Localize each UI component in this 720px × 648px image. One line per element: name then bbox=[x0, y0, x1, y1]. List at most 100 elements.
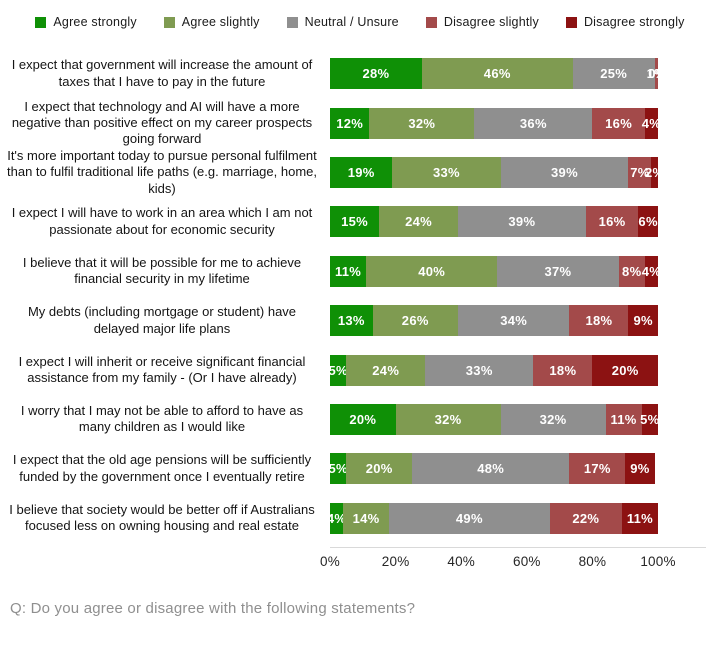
bar-segment-label: 18% bbox=[585, 313, 613, 329]
bar-segment: 7% bbox=[628, 156, 652, 188]
row-bar: 28% 46% 25% 1%0% bbox=[330, 58, 658, 90]
bar-segment-label: 1% bbox=[646, 66, 658, 82]
x-axis: 0% 20% 40% 60% 80% 100% bbox=[320, 543, 706, 573]
bar-segment-label: 20% bbox=[365, 461, 393, 477]
row-bar: 20% 32% 32% 11% 5% bbox=[330, 403, 658, 435]
bar-segment-label: 11% bbox=[610, 411, 637, 427]
bar-segment-label: 2% bbox=[644, 164, 658, 180]
bar-segment: 18% bbox=[533, 354, 593, 386]
row-bar: 15% 24% 39% 16% 6% bbox=[330, 206, 658, 238]
bar-segment: 11% bbox=[605, 403, 642, 435]
chart-row: I worry that I may not be able to afford… bbox=[0, 395, 720, 444]
bar-segment: 25% bbox=[572, 58, 655, 90]
x-axis-tick: 20% bbox=[381, 553, 410, 569]
bar-segment-label: 4% bbox=[330, 510, 347, 526]
bar-segment: 24% bbox=[379, 206, 458, 238]
bar-segment-label: 19% bbox=[347, 164, 375, 180]
bar-segment-label: 24% bbox=[372, 362, 400, 378]
bar-segment-label: 15% bbox=[341, 214, 369, 230]
bar-segment-label: 36% bbox=[519, 115, 547, 131]
legend-label: Disagree slightly bbox=[443, 15, 539, 29]
bar-segment: 5% bbox=[330, 354, 348, 386]
x-axis-tick: 40% bbox=[447, 553, 475, 569]
bar-segment: 48% bbox=[411, 453, 570, 485]
bar-segment: 13% bbox=[330, 305, 373, 337]
legend-label: Neutral / Unsure bbox=[304, 15, 399, 29]
legend: Agree strongly Agree slightly Neutral / Un… bbox=[0, 12, 720, 32]
bar-segment-label: 11% bbox=[626, 510, 654, 526]
bar-segment-label: 9% bbox=[633, 313, 653, 329]
bar-segment: 11% bbox=[330, 255, 367, 287]
bar-segment-label: 8% bbox=[622, 263, 642, 279]
row-bar: 11% 40% 37% 8%4% bbox=[330, 255, 658, 287]
bar-segment-label: 33% bbox=[432, 164, 460, 180]
legend-item: Agree slightly bbox=[163, 15, 260, 29]
bar-segment-label: 26% bbox=[401, 313, 429, 329]
bar-segment-label: 5% bbox=[330, 362, 348, 378]
bar-segment: 4% bbox=[330, 502, 347, 534]
chart-row: I expect I will have to work in an area … bbox=[0, 197, 720, 246]
bar-segment: 17% bbox=[569, 453, 626, 485]
bar-segment: 6% bbox=[638, 206, 658, 238]
bar-segment: 5% bbox=[330, 453, 348, 485]
bar-segment: 46% bbox=[421, 58, 573, 90]
legend-swatch bbox=[35, 16, 47, 28]
row-bar: 19% 33% 39% 7%2% bbox=[330, 156, 658, 188]
legend-label: Disagree strongly bbox=[583, 15, 685, 29]
chart-row: My debts (including mortgage or student)… bbox=[0, 296, 720, 345]
bar-segment: 18% bbox=[569, 305, 629, 337]
bar-segment-label: 37% bbox=[544, 263, 572, 279]
bar-segment: 33% bbox=[392, 156, 501, 188]
bar-segment-label: 11% bbox=[334, 263, 362, 279]
bar-segment: 32% bbox=[369, 107, 475, 139]
row-bar: 12% 32% 36% 16% 4% bbox=[330, 107, 658, 139]
row-label: I expect I will inherit or receive signi… bbox=[18, 353, 306, 386]
bar-segment-label: 32% bbox=[539, 411, 567, 427]
bar-segment-label: 32% bbox=[434, 411, 462, 427]
x-axis-tick: 100% bbox=[640, 553, 676, 569]
legend-swatch bbox=[565, 16, 577, 28]
bar-segment-label: 17% bbox=[583, 461, 611, 477]
chart-row: It's more important today to pursue pers… bbox=[0, 148, 720, 197]
bar-segment-label: 24% bbox=[405, 214, 432, 230]
x-axis-tick: 60% bbox=[512, 553, 541, 569]
bar-segment: 16% bbox=[592, 107, 645, 139]
bar-segment: 28% bbox=[330, 58, 422, 90]
bar-segment-label: 20% bbox=[349, 411, 377, 427]
bar-segment: 5% bbox=[640, 403, 658, 435]
bar-segment-label: 48% bbox=[477, 461, 505, 477]
bar-segment: 15% bbox=[330, 206, 380, 238]
chart-row: I believe that it will be possible for m… bbox=[0, 247, 720, 296]
bar-segment-label: 34% bbox=[500, 313, 528, 329]
chart-row: I expect that government will increase t… bbox=[0, 49, 720, 98]
bar-segment: 32% bbox=[395, 403, 501, 435]
bar-segment-label: 28% bbox=[362, 66, 390, 82]
bar-segment: 33% bbox=[425, 354, 534, 386]
bar-segment: 8% bbox=[618, 255, 645, 287]
bar-segment-label: 14% bbox=[352, 510, 380, 526]
row-label: I expect that government will increase t… bbox=[11, 57, 313, 89]
bar-segment-label: 16% bbox=[605, 115, 633, 131]
bar-segment-label: 39% bbox=[508, 214, 536, 230]
row-label: I worry that I may not be able to afford… bbox=[20, 403, 304, 435]
bar-segment-label: 13% bbox=[337, 313, 365, 329]
bar-segment: 20% bbox=[592, 354, 658, 386]
chart-rows: I expect that government will increase t… bbox=[0, 49, 720, 543]
legend-label: Agree strongly bbox=[53, 15, 137, 29]
legend-item: Disagree strongly bbox=[565, 15, 685, 29]
legend-swatch bbox=[286, 16, 298, 28]
chart-row: I expect that technology and AI will hav… bbox=[0, 98, 720, 147]
bar-segment: 39% bbox=[457, 206, 586, 238]
bar-segment: 37% bbox=[497, 255, 619, 287]
bar-segment: 26% bbox=[372, 305, 458, 337]
legend-swatch bbox=[425, 16, 437, 28]
legend-item: Neutral / Unsure bbox=[286, 15, 399, 29]
bar-segment-label: 5% bbox=[640, 411, 658, 427]
bar-segment: 2% bbox=[645, 156, 658, 188]
bar-segment: 40% bbox=[366, 255, 498, 287]
row-bar: 4% 14% 49% 22% 11% bbox=[330, 502, 658, 534]
row-label: I believe that society would be better o… bbox=[9, 501, 315, 534]
row-bar: 5% 20% 48% 17% 9% bbox=[330, 453, 658, 485]
bar-segment-label: 12% bbox=[336, 115, 364, 131]
